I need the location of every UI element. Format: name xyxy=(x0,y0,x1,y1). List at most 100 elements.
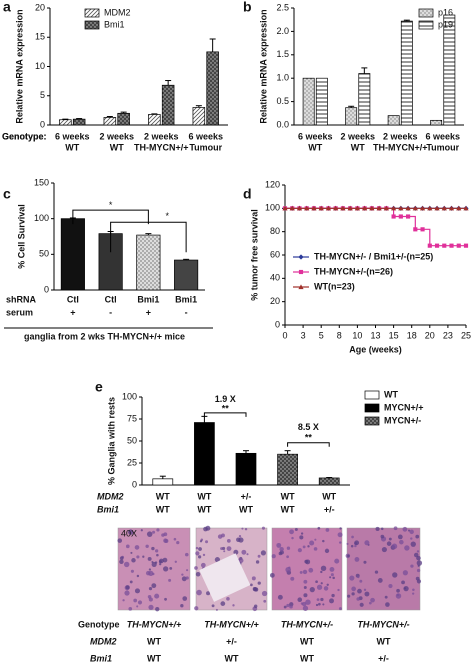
nucleus xyxy=(305,599,311,605)
annotation: 1.9 X xyxy=(215,394,236,404)
nucleus xyxy=(416,560,423,566)
nucleus xyxy=(377,578,383,583)
y-tick-label: 100 xyxy=(122,391,137,401)
x-tick-label: 2 weeks xyxy=(99,131,134,141)
bar xyxy=(443,14,456,126)
nucleus xyxy=(257,581,261,585)
nucleus xyxy=(416,568,421,573)
nucleus xyxy=(417,564,420,567)
nucleus xyxy=(302,605,309,611)
nucleus xyxy=(142,555,145,558)
footer: ganglia from 2 wks TH-MYCN+/+ mice xyxy=(24,331,185,341)
row-cell: WT xyxy=(156,504,170,514)
nucleus xyxy=(301,601,307,607)
marker xyxy=(406,214,411,219)
row-label: Genotype xyxy=(78,619,120,629)
nucleus xyxy=(359,579,363,583)
nucleus xyxy=(161,533,165,537)
nucleus xyxy=(136,555,140,559)
nucleus xyxy=(303,593,308,598)
nucleus xyxy=(399,539,404,545)
nucleus xyxy=(163,538,168,543)
nucleus xyxy=(217,534,223,539)
y-tick-label: 20 xyxy=(35,2,45,12)
nucleus xyxy=(125,544,130,549)
nucleus xyxy=(324,548,330,554)
marker xyxy=(340,205,346,211)
marker xyxy=(298,284,304,290)
row-cell: WT xyxy=(300,653,314,663)
nucleus xyxy=(130,569,134,573)
marker xyxy=(298,254,304,260)
marker xyxy=(296,205,303,211)
y-tick-label: 50 xyxy=(39,249,49,259)
nucleus xyxy=(136,574,140,578)
nucleus xyxy=(385,602,390,607)
nucleus xyxy=(304,559,309,564)
bracket xyxy=(203,412,247,417)
nucleus xyxy=(386,541,392,546)
nucleus xyxy=(226,538,231,543)
nucleus xyxy=(326,583,329,586)
nucleus xyxy=(404,587,407,590)
nucleus xyxy=(392,572,398,578)
row-cell: + xyxy=(70,307,75,317)
nucleus xyxy=(397,534,403,540)
nucleus xyxy=(159,563,162,566)
y-tick-label: 10 xyxy=(35,61,45,71)
nucleus xyxy=(315,603,319,607)
nucleus xyxy=(351,592,355,596)
nucleus xyxy=(146,531,153,537)
marker xyxy=(318,205,324,211)
nucleus xyxy=(363,560,367,564)
x-tick-label: 6 weeks xyxy=(298,131,333,141)
panel-label: c xyxy=(3,186,11,202)
y-axis-label: % Cell Survival xyxy=(16,204,26,269)
nucleus xyxy=(129,580,133,584)
nucleus xyxy=(128,529,132,533)
nucleus xyxy=(303,579,308,584)
legend-label: MYCN+/- xyxy=(384,415,421,425)
nucleus xyxy=(148,568,152,571)
nucleus xyxy=(269,572,275,578)
marker xyxy=(456,205,462,211)
marker xyxy=(298,269,304,275)
row-cell: - xyxy=(109,307,112,317)
nucleus xyxy=(233,549,239,555)
nucleus xyxy=(354,540,360,546)
nucleus xyxy=(199,540,203,543)
y-tick-label: 0.5 xyxy=(276,96,289,106)
x-tick-label: 2 weeks xyxy=(340,131,375,141)
nucleus xyxy=(351,535,354,539)
annotation: 8.5 X xyxy=(298,422,319,432)
y-tick-label: 40 xyxy=(270,273,280,283)
marker xyxy=(289,205,295,211)
y-tick-label: 150 xyxy=(34,177,49,187)
nucleus xyxy=(140,529,143,532)
nucleus xyxy=(410,564,414,568)
nucleus xyxy=(181,573,184,576)
nucleus xyxy=(354,557,360,562)
row-cell: Bmi1 xyxy=(175,294,197,304)
nucleus xyxy=(180,604,184,608)
nucleus xyxy=(391,543,398,550)
marker xyxy=(347,205,353,211)
nucleus xyxy=(119,559,124,565)
nucleus xyxy=(368,601,372,605)
nucleus xyxy=(297,548,302,553)
row-label: MDM2 xyxy=(97,491,124,501)
annotation: ** xyxy=(305,433,313,443)
nucleus xyxy=(291,536,294,540)
nucleus xyxy=(323,586,329,591)
bar xyxy=(174,259,199,291)
row-cell: WT xyxy=(281,491,295,501)
marker xyxy=(405,205,411,211)
nucleus xyxy=(195,571,201,577)
nucleus xyxy=(329,598,334,604)
marker xyxy=(325,205,332,211)
row-label: Genotype: xyxy=(2,131,47,141)
nucleus xyxy=(374,570,379,574)
bar xyxy=(161,84,175,126)
legend-swatch xyxy=(364,416,380,426)
nucleus xyxy=(380,527,384,531)
